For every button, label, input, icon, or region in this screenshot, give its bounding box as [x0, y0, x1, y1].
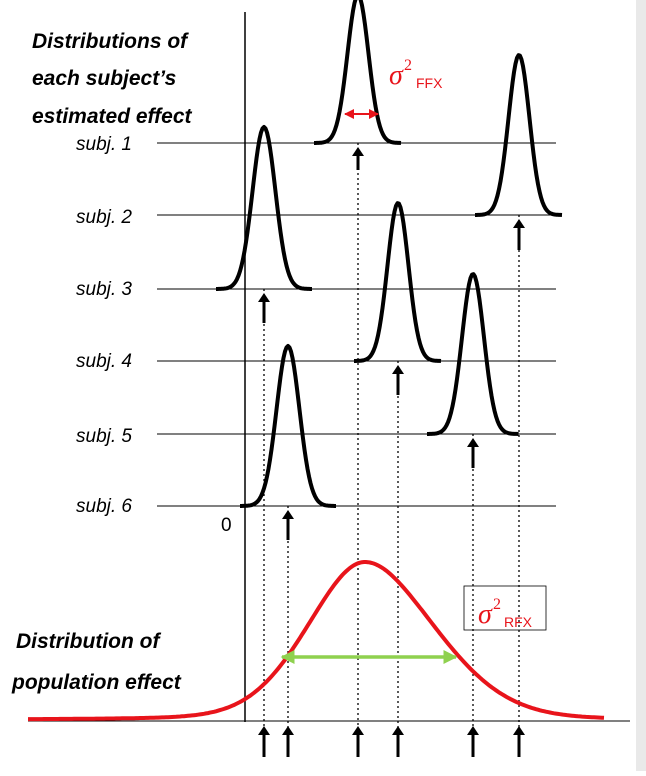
- subject-curve-1: [313, 0, 402, 145]
- axis-arrow-3: [352, 726, 364, 757]
- sigma-rfx-symbol: σ: [478, 599, 493, 630]
- sigma-ffx-sup: 2: [404, 57, 412, 74]
- zero-label: 0: [221, 515, 232, 536]
- subject-label-1: subj. 1: [76, 134, 132, 155]
- subject-curve-5: [426, 272, 519, 436]
- axis-arrow-2: [282, 726, 294, 757]
- population-curve: [28, 560, 605, 722]
- heading-population-line2: population effect: [11, 671, 182, 694]
- sigma-ffx-label: σ 2 FFX: [389, 57, 443, 91]
- mean-arrow-subject-6: [282, 510, 294, 540]
- subject-curve-6: [239, 344, 337, 508]
- subject-curve-2: [474, 53, 563, 217]
- heading-population-line1: Distribution of: [16, 630, 161, 653]
- subject-label-5: subj. 5: [76, 426, 132, 447]
- subject-curves: [215, 0, 563, 508]
- axis-arrow-6: [513, 726, 525, 757]
- mean-arrow-subject-4: [392, 365, 404, 395]
- sigma-rfx-sub: RFX: [504, 614, 533, 630]
- axis-arrow-5: [467, 726, 479, 757]
- mean-arrow-subject-5: [467, 438, 479, 468]
- mean-arrows: [258, 147, 525, 757]
- right-scrollbar-strip: [636, 0, 646, 771]
- rfx-label-box: [463, 585, 547, 631]
- axis-arrow-1: [258, 726, 270, 757]
- sigma-ffx-symbol: σ: [389, 60, 404, 91]
- mean-arrow-subject-2: [513, 219, 525, 250]
- axis-arrow-4: [392, 726, 404, 757]
- subject-label-4: subj. 4: [76, 351, 132, 372]
- sigma-ffx-sub: FFX: [416, 75, 443, 91]
- heading-distributions-line2: each subject’s: [32, 67, 176, 90]
- sigma-rfx-label: σ 2 RFX: [478, 596, 533, 630]
- subject-curve-4: [353, 201, 442, 363]
- subject-curve-3: [215, 125, 313, 291]
- mean-arrow-subject-1: [352, 147, 364, 170]
- heading-distributions-line1: Distributions of: [32, 30, 189, 53]
- subject-label-2: subj. 2: [76, 207, 132, 228]
- heading-distributions-line3: estimated effect: [32, 105, 193, 128]
- subject-label-3: subj. 3: [76, 279, 132, 300]
- mean-arrow-subject-3: [258, 293, 270, 323]
- sigma-rfx-sup: 2: [493, 596, 501, 613]
- dotted-guides: [263, 143, 520, 740]
- subject-label-6: subj. 6: [76, 496, 132, 517]
